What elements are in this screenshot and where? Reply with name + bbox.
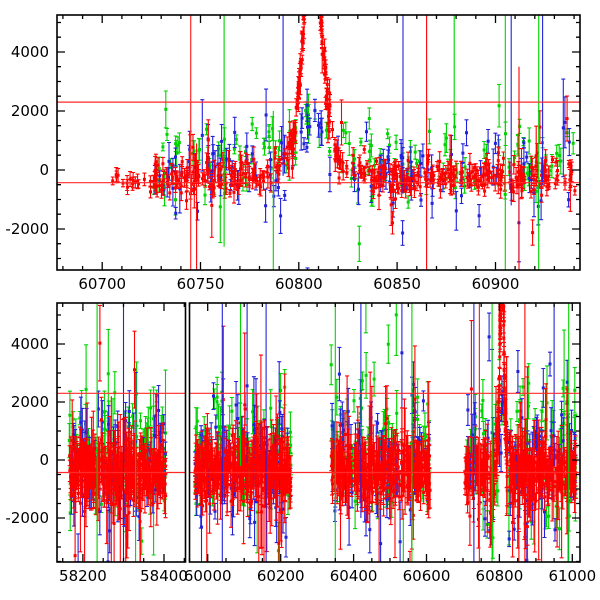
y-tick-label: 0 — [39, 451, 49, 469]
bottom-panel-frame — [188, 302, 581, 563]
y-tick-label: -2000 — [5, 220, 49, 238]
bottom-panel-frame — [56, 302, 187, 563]
x-tick-label: 60850 — [373, 275, 421, 293]
bottom-panel-crosshair-lines — [57, 303, 580, 562]
x-tick-label: 60750 — [177, 275, 225, 293]
x-tick-label: 60800 — [476, 567, 524, 585]
x-tick-label: 60800 — [275, 275, 323, 293]
x-tick-label: 60600 — [403, 567, 451, 585]
x-tick-label: 60000 — [184, 567, 232, 585]
x-tick-label: 60900 — [472, 275, 520, 293]
top-panel-crosshair-lines — [57, 15, 580, 270]
x-tick-label: 58400 — [140, 567, 188, 585]
x-tick-label: 58200 — [59, 567, 107, 585]
y-tick-label: 4000 — [11, 335, 49, 353]
y-tick-label: 0 — [39, 161, 49, 179]
bottom-panel-green-spikes — [96, 303, 570, 562]
y-tick-label: -2000 — [5, 509, 49, 527]
top-panel-green-spikes — [223, 15, 540, 270]
bottom-panel-data — [57, 303, 580, 562]
x-tick-label: 60200 — [257, 567, 305, 585]
y-tick-label: 4000 — [11, 43, 49, 61]
top-panel-data — [57, 15, 580, 270]
x-tick-label: 61000 — [548, 567, 596, 585]
bottom-panel-ticks — [57, 303, 580, 563]
x-tick-label: 60700 — [78, 275, 126, 293]
bottom-panel-blue-spikes — [122, 303, 555, 562]
bottom-panel-red-spikes — [110, 303, 526, 562]
top-panel-axes: 60700 60750 60800 60850 60900 -2000 0 2000 4000 — [5, 14, 581, 293]
top-panel-ticks — [57, 15, 580, 270]
y-tick-label: 2000 — [11, 102, 49, 120]
top-panel-blue-spikes — [282, 15, 544, 206]
top-panel-red-spikes — [196, 15, 520, 270]
x-tick-label: 60400 — [330, 567, 378, 585]
y-tick-label: 2000 — [11, 393, 49, 411]
